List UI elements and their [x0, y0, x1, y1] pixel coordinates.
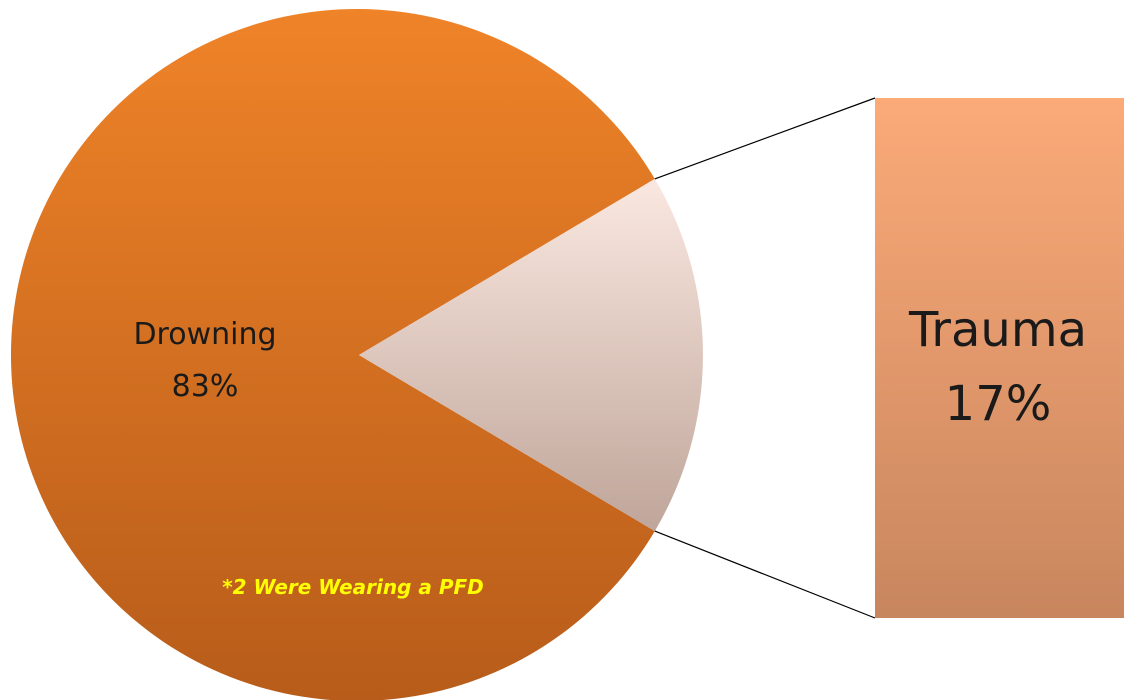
pie-slice-trauma	[359, 178, 703, 532]
annotation-pfd-note: *2 Were Wearing a PFD	[222, 575, 484, 599]
pie	[11, 9, 703, 700]
bar-label-trauma: Trauma	[908, 302, 1087, 358]
slice-label-drowning: Drowning	[133, 317, 276, 352]
breakout-bar-trauma	[875, 98, 1124, 618]
slice-value-drowning: 83%	[172, 369, 239, 404]
connector-line-top	[654, 97, 876, 180]
connector-line-bottom	[654, 530, 876, 619]
pie-slice-drowning	[11, 9, 655, 700]
bar-value-trauma: 17%	[945, 376, 1052, 432]
